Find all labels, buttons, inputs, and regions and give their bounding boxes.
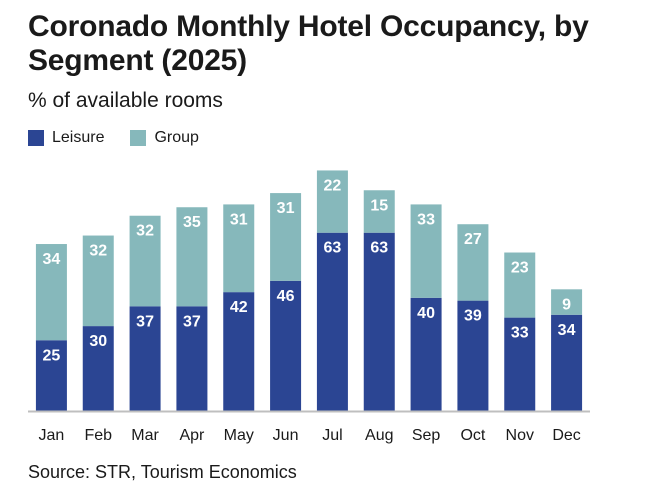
chart-subtitle: % of available rooms — [28, 89, 223, 112]
bar-group-jul — [316, 170, 348, 233]
data-label-group-jul: 22 — [324, 177, 342, 194]
x-tick-label-may: May — [224, 427, 254, 444]
bar-group-sep — [410, 204, 442, 298]
bar-leisure-apr — [176, 306, 208, 411]
bar-leisure-oct — [457, 300, 489, 411]
legend-label-group: Group — [154, 129, 199, 146]
x-tick-label-jul: Jul — [322, 427, 342, 444]
data-label-leisure-mar: 37 — [136, 313, 154, 330]
data-label-leisure-jan: 25 — [43, 347, 61, 364]
bar-group-may — [223, 204, 255, 293]
bar-leisure-jul — [316, 232, 348, 411]
data-label-leisure-feb: 30 — [89, 333, 107, 350]
x-tick-label-aug: Aug — [365, 427, 393, 444]
data-label-group-oct: 27 — [464, 231, 482, 248]
data-label-leisure-oct: 39 — [464, 308, 482, 325]
data-label-leisure-dec: 34 — [558, 322, 576, 339]
data-label-group-mar: 32 — [136, 223, 154, 240]
x-tick-label-nov: Nov — [506, 427, 534, 444]
bar-group-aug — [363, 190, 395, 233]
legend: Leisure Group — [28, 128, 225, 148]
bar-group-jun — [270, 193, 302, 281]
x-tick-label-mar: Mar — [131, 427, 159, 444]
bar-leisure-jan — [35, 340, 67, 411]
bar-group-apr — [176, 207, 208, 307]
stacked-bar-chart: 25 34 Jan 30 32 Feb 37 32 Mar 37 35 Apr 42 31 May 46 31 J… — [28, 170, 590, 444]
bar-group-oct — [457, 224, 489, 301]
data-label-leisure-may: 42 — [230, 299, 248, 316]
bar-group-feb — [82, 235, 114, 327]
data-label-group-aug: 15 — [370, 197, 388, 214]
data-label-group-feb: 32 — [89, 243, 107, 260]
x-tick-label-sep: Sep — [412, 427, 441, 444]
x-tick-label-oct: Oct — [460, 427, 485, 444]
bar-group-jan — [35, 244, 67, 341]
bar-leisure-sep — [410, 297, 442, 411]
source-note: Source: STR, Tourism Economics — [28, 462, 297, 482]
legend-item-group: Group — [130, 128, 199, 148]
bar-leisure-aug — [363, 232, 395, 411]
x-tick-label-jan: Jan — [39, 427, 65, 444]
bar-leisure-nov — [504, 317, 536, 411]
legend-swatch-leisure — [28, 130, 44, 146]
legend-label-leisure: Leisure — [52, 129, 105, 146]
bar-leisure-jun — [270, 280, 302, 411]
data-label-group-jan: 34 — [43, 251, 61, 268]
data-label-leisure-nov: 33 — [511, 325, 529, 342]
x-tick-label-jun: Jun — [273, 427, 299, 444]
data-label-leisure-apr: 37 — [183, 313, 201, 330]
data-label-group-may: 31 — [230, 211, 248, 228]
bar-leisure-feb — [82, 326, 114, 411]
data-label-group-apr: 35 — [183, 214, 201, 231]
bar-leisure-dec — [551, 314, 583, 411]
data-label-group-sep: 33 — [417, 211, 435, 228]
data-label-leisure-jul: 63 — [324, 240, 342, 257]
x-tick-label-dec: Dec — [552, 427, 580, 444]
data-label-group-dec: 9 — [562, 296, 571, 313]
bar-leisure-may — [223, 292, 255, 411]
x-tick-label-feb: Feb — [84, 427, 112, 444]
chart-title: Coronado Monthly Hotel Occupancy, by Seg… — [28, 10, 589, 77]
bar-group-nov — [504, 252, 536, 318]
data-label-leisure-sep: 40 — [417, 305, 435, 322]
bar-group-mar — [129, 215, 161, 307]
legend-item-leisure: Leisure — [28, 128, 104, 148]
bar-group-dec — [551, 289, 583, 315]
data-label-leisure-aug: 63 — [370, 240, 388, 257]
x-tick-label-apr: Apr — [179, 427, 205, 444]
data-label-leisure-jun: 46 — [277, 288, 295, 305]
data-label-group-jun: 31 — [277, 200, 295, 217]
data-label-group-nov: 23 — [511, 260, 529, 277]
bar-leisure-mar — [129, 306, 161, 411]
legend-swatch-group — [130, 130, 147, 146]
